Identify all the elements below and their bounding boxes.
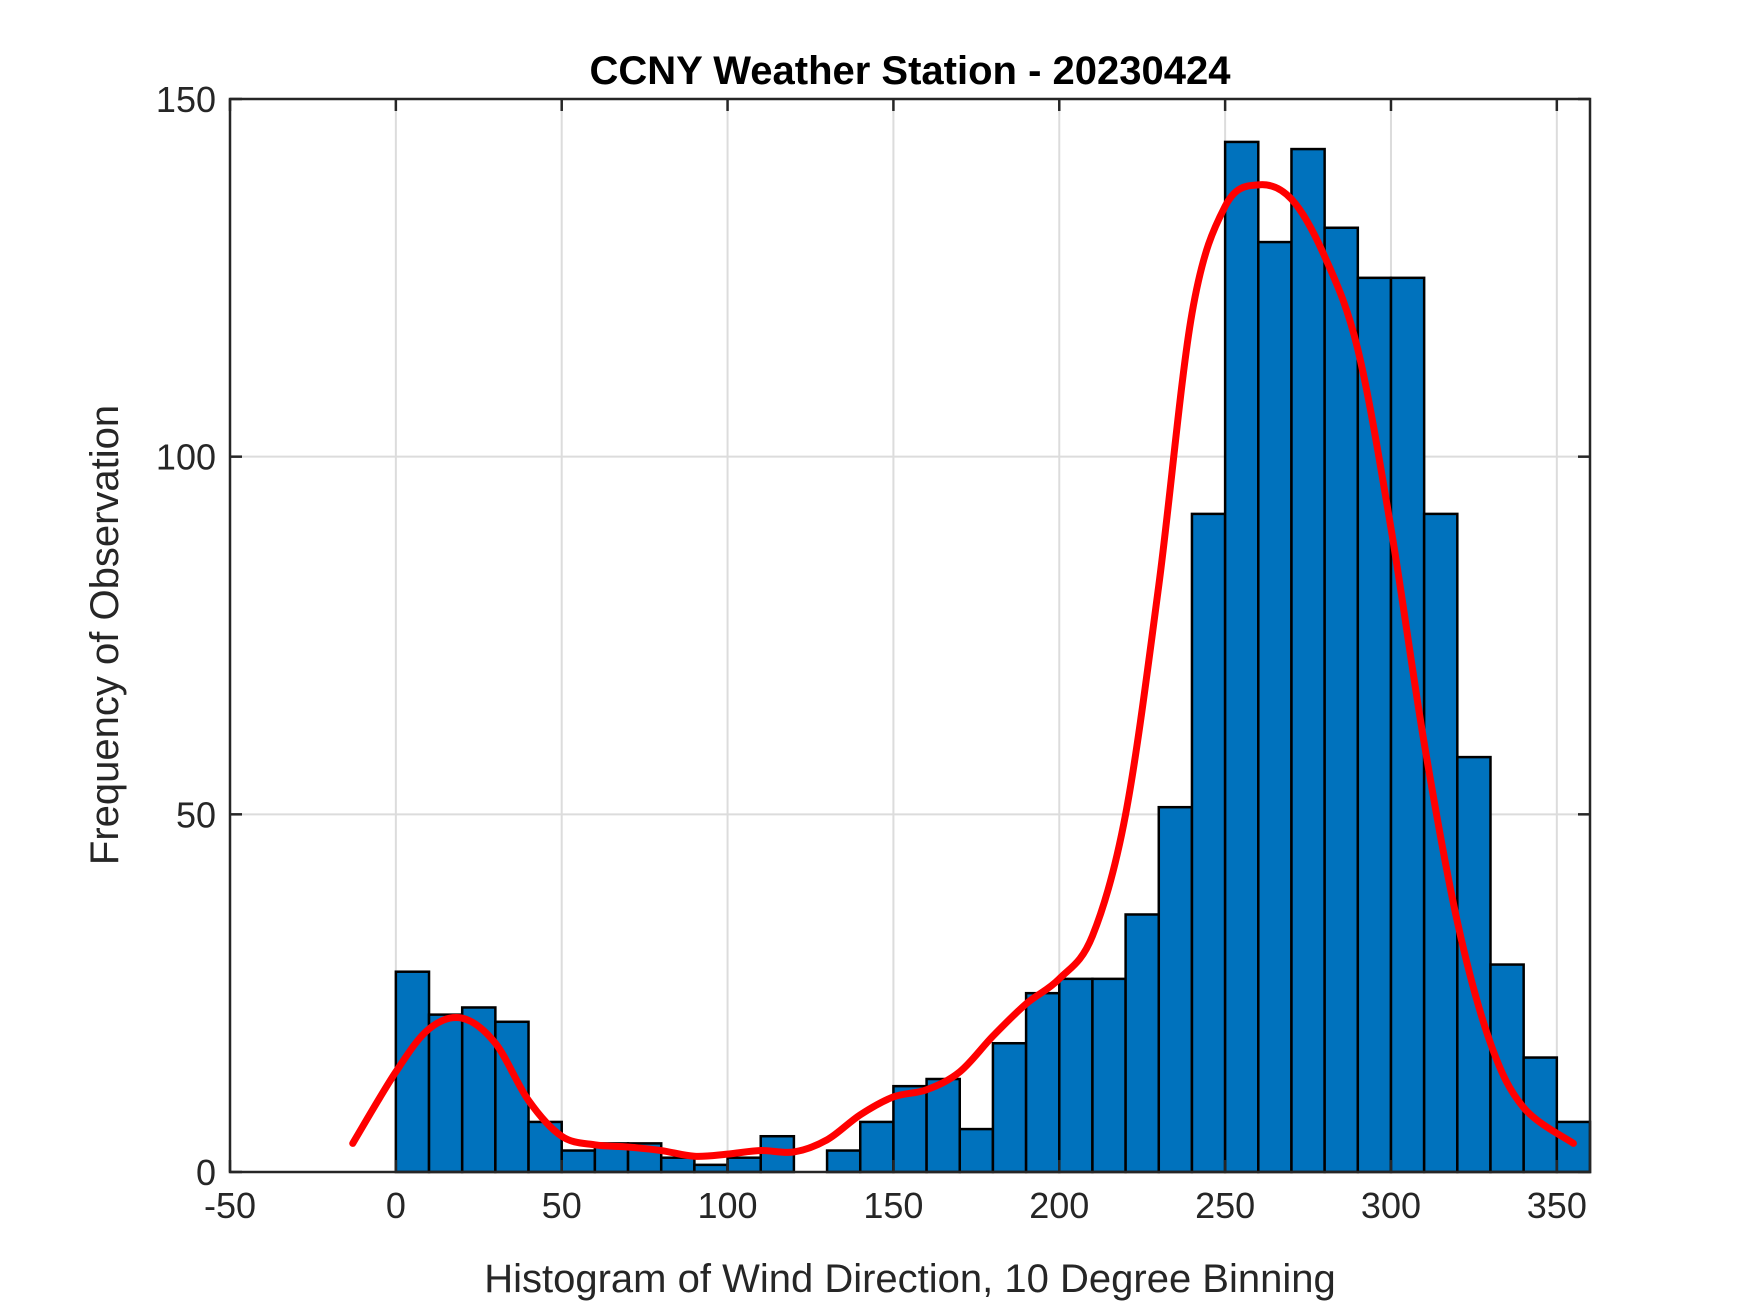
histogram-bar <box>460 1006 497 1174</box>
histogram-bar <box>858 1120 895 1174</box>
histogram-bar <box>1489 963 1525 1174</box>
x-tick-label: 150 <box>863 1185 923 1226</box>
histogram-bar <box>1190 512 1227 1174</box>
y-tick-label: 50 <box>176 794 216 835</box>
x-tick-label: 100 <box>698 1185 758 1226</box>
histogram-bar <box>1124 913 1161 1174</box>
histogram-bar <box>892 1084 928 1174</box>
histogram-bar <box>560 1149 597 1174</box>
histogram-bar <box>1555 1120 1592 1174</box>
histogram-bar <box>394 970 431 1174</box>
histogram-bar <box>925 1077 962 1174</box>
density-curve <box>349 181 1577 1160</box>
y-tick-label: 100 <box>156 437 216 478</box>
histogram-bar <box>427 1013 464 1174</box>
histogram-bar <box>1157 805 1194 1174</box>
histogram-bar <box>1257 240 1293 1174</box>
histogram-bar <box>1223 140 1260 1174</box>
histogram-bar <box>958 1127 995 1174</box>
histogram-bar <box>726 1156 762 1174</box>
x-tick-labels: -50 0 50 100 150 200 250 300 350 <box>204 1185 1587 1226</box>
x-axis-label: Histogram of Wind Direction, 10 Degree B… <box>484 1257 1336 1301</box>
x-tick-label: -50 <box>204 1185 256 1226</box>
x-tick-label: 200 <box>1029 1185 1089 1226</box>
histogram-bar <box>659 1156 696 1174</box>
plot-frame <box>228 97 1592 1174</box>
x-tick-label: 300 <box>1361 1185 1421 1226</box>
x-tick-label: 0 <box>386 1185 406 1226</box>
y-tick-label: 0 <box>196 1152 216 1193</box>
y-axis-label: Frequency of Observation <box>83 405 127 865</box>
x-tick-label: 250 <box>1195 1185 1255 1226</box>
histogram-bar <box>1356 276 1393 1174</box>
histogram-bar <box>1456 755 1492 1174</box>
y-tick-labels: 0 50 100 150 <box>156 79 216 1193</box>
histogram-bar <box>1323 226 1360 1174</box>
chart-title: CCNY Weather Station - 20230424 <box>590 49 1232 93</box>
histogram-bar <box>825 1149 862 1174</box>
x-tick-label: 50 <box>542 1185 582 1226</box>
histogram-bar <box>1091 977 1127 1174</box>
histogram-bar <box>1024 991 1061 1174</box>
x-tick-label: 350 <box>1527 1185 1587 1226</box>
histogram-bar <box>1058 977 1094 1174</box>
histogram-bar <box>1290 147 1326 1174</box>
y-tick-label: 150 <box>156 79 216 120</box>
histogram-bar <box>991 1041 1028 1174</box>
